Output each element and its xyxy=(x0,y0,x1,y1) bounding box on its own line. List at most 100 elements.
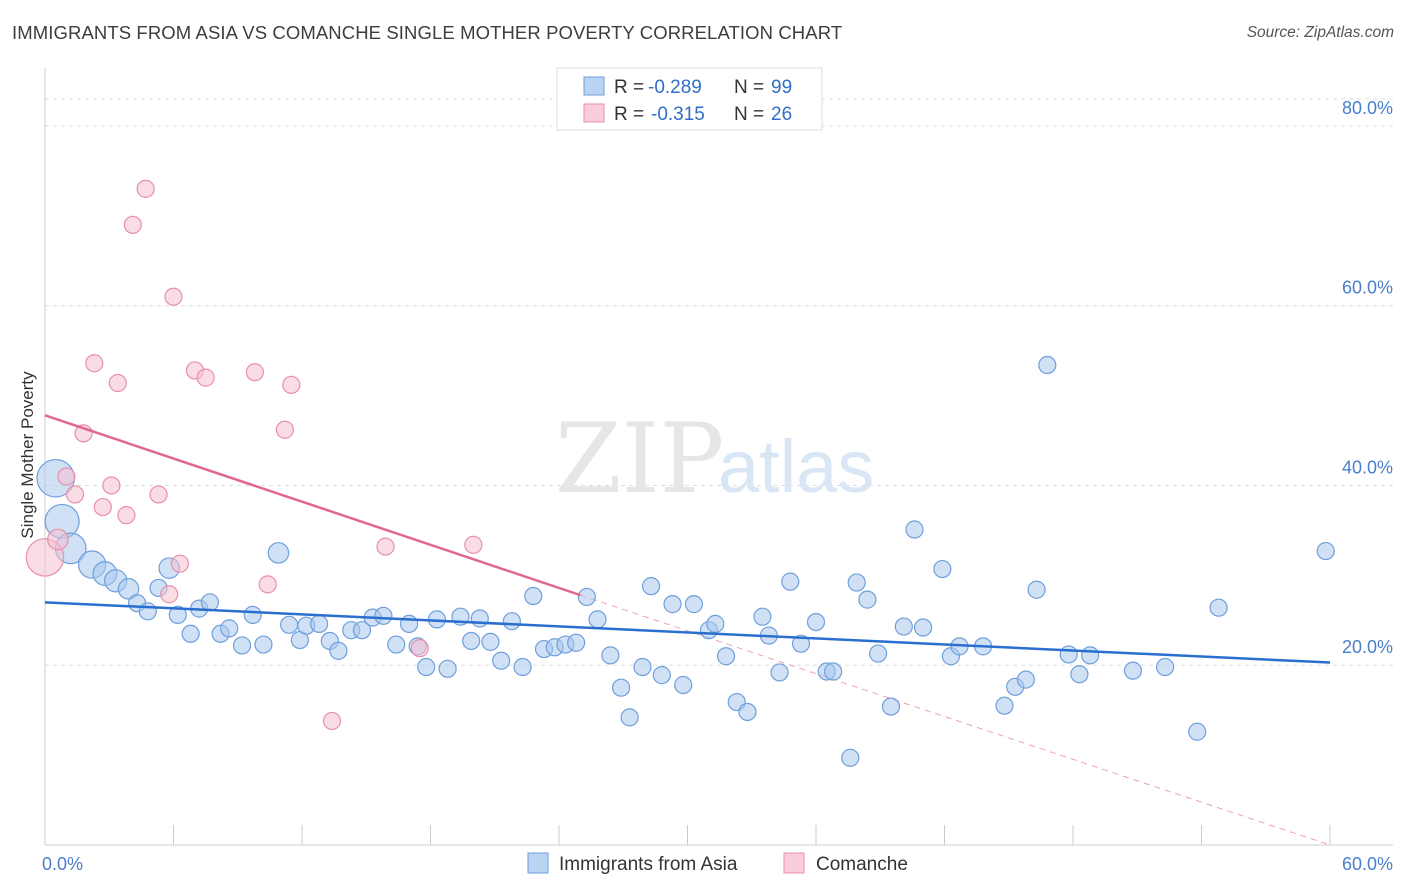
asia-point xyxy=(200,593,220,612)
asia-point xyxy=(577,587,596,607)
asia-point xyxy=(513,657,532,677)
y-tick-label: 80.0% xyxy=(1342,98,1393,118)
legend-n-value-asia: 99 xyxy=(771,77,792,98)
scatter-points xyxy=(25,179,1335,767)
asia-point xyxy=(1209,598,1228,617)
watermark-atlas: atlas xyxy=(718,425,874,508)
asia-point xyxy=(462,631,481,651)
comanche-point xyxy=(85,354,104,373)
y-axis-label: Single Mother Poverty xyxy=(18,371,37,539)
legend-r-label-asia: R = xyxy=(614,77,644,98)
x-tick-label-min: 0.0% xyxy=(42,854,83,874)
comanche-point xyxy=(117,506,136,525)
bottom-legend-swatch-comanche xyxy=(783,852,805,874)
asia-point xyxy=(641,577,661,596)
legend-r-label-comanche: R = xyxy=(614,104,644,125)
asia-point xyxy=(824,662,843,681)
asia-point xyxy=(706,614,725,633)
asia-point xyxy=(612,678,631,697)
asia-point xyxy=(663,595,682,614)
asia-point xyxy=(374,606,393,625)
asia-point xyxy=(933,559,952,579)
legend-n-label-comanche: N = xyxy=(734,104,764,125)
asia-point xyxy=(674,675,693,695)
comanche-point xyxy=(108,373,127,393)
source-credit: Source: ZipAtlas.com xyxy=(1246,24,1394,41)
asia-point xyxy=(791,634,811,653)
y-tick-label: 20.0% xyxy=(1342,637,1393,657)
asia-point xyxy=(869,644,888,663)
comanche-point xyxy=(245,363,264,382)
bottom-legend-swatch-asia xyxy=(527,852,549,874)
asia-point xyxy=(329,641,348,660)
asia-point xyxy=(168,605,187,625)
comanche-point xyxy=(196,368,215,387)
asia-point xyxy=(841,748,860,767)
bottom-legend-label-asia: Immigrants from Asia xyxy=(559,854,738,875)
asia-point xyxy=(232,636,252,655)
y-tick-label: 60.0% xyxy=(1342,278,1393,298)
asia-point xyxy=(684,595,704,614)
asia-point xyxy=(1316,541,1335,561)
asia-point xyxy=(243,605,262,625)
asia-point xyxy=(181,624,200,643)
comanche-point xyxy=(47,528,69,551)
chart-title: IMMIGRANTS FROM ASIA VS COMANCHE SINGLE … xyxy=(12,22,843,43)
asia-point xyxy=(633,657,652,677)
asia-point xyxy=(753,607,772,626)
asia-point xyxy=(481,632,500,651)
asia-point xyxy=(1188,722,1207,741)
asia-point xyxy=(738,702,757,722)
asia-point xyxy=(117,578,140,600)
asia-point xyxy=(1123,661,1143,680)
x-tick-label-max: 60.0% xyxy=(1342,854,1393,874)
gridlines xyxy=(45,98,1393,666)
asia-point xyxy=(858,590,877,609)
asia-point xyxy=(1027,580,1046,599)
comanche-point xyxy=(57,467,76,486)
asia-point xyxy=(310,614,329,633)
asia-point xyxy=(492,651,511,670)
asia-point xyxy=(620,708,639,727)
asia-point xyxy=(567,633,586,652)
comanche-point xyxy=(410,639,429,658)
asia-point xyxy=(652,666,671,685)
asia-point xyxy=(781,572,800,591)
asia-point xyxy=(1038,355,1057,375)
asia-point xyxy=(1155,657,1175,677)
comanche-point xyxy=(65,485,85,504)
comanche-point xyxy=(170,554,190,573)
legend-r-value-comanche: -0.315 xyxy=(651,104,705,125)
asia-point xyxy=(847,573,866,592)
comanche-point xyxy=(322,711,342,731)
asia-point xyxy=(905,520,924,539)
watermark-zip: ZIP xyxy=(555,403,724,515)
asia-point xyxy=(1081,646,1100,665)
stats-legend: R = -0.289 N = 99 R = -0.315 N = 26 xyxy=(556,67,823,131)
asia-point xyxy=(894,617,913,636)
legend-swatch-comanche xyxy=(583,103,605,123)
asia-point xyxy=(716,647,736,666)
comanche-point xyxy=(282,375,301,394)
asia-point xyxy=(470,609,489,628)
y-tick-labels: 20.0% 40.0% 60.0% 80.0% xyxy=(1342,98,1393,657)
comanche-point xyxy=(275,420,294,439)
asia-point xyxy=(588,610,607,629)
comanche-point xyxy=(160,585,179,604)
comanche-point xyxy=(93,497,112,517)
asia-point xyxy=(1059,645,1078,664)
asia-point xyxy=(417,657,436,677)
comanche-point xyxy=(149,485,168,504)
comanche-point xyxy=(123,215,142,234)
asia-point xyxy=(601,646,620,665)
asia-point xyxy=(438,659,457,678)
asia-point xyxy=(267,542,290,564)
bottom-legend-label-comanche: Comanche xyxy=(816,854,908,875)
asia-trend-line xyxy=(44,601,1331,664)
asia-point xyxy=(524,586,543,606)
asia-point xyxy=(995,696,1014,715)
asia-point xyxy=(1070,665,1089,684)
legend-n-value-comanche: 26 xyxy=(771,104,792,125)
asia-point xyxy=(881,697,901,716)
